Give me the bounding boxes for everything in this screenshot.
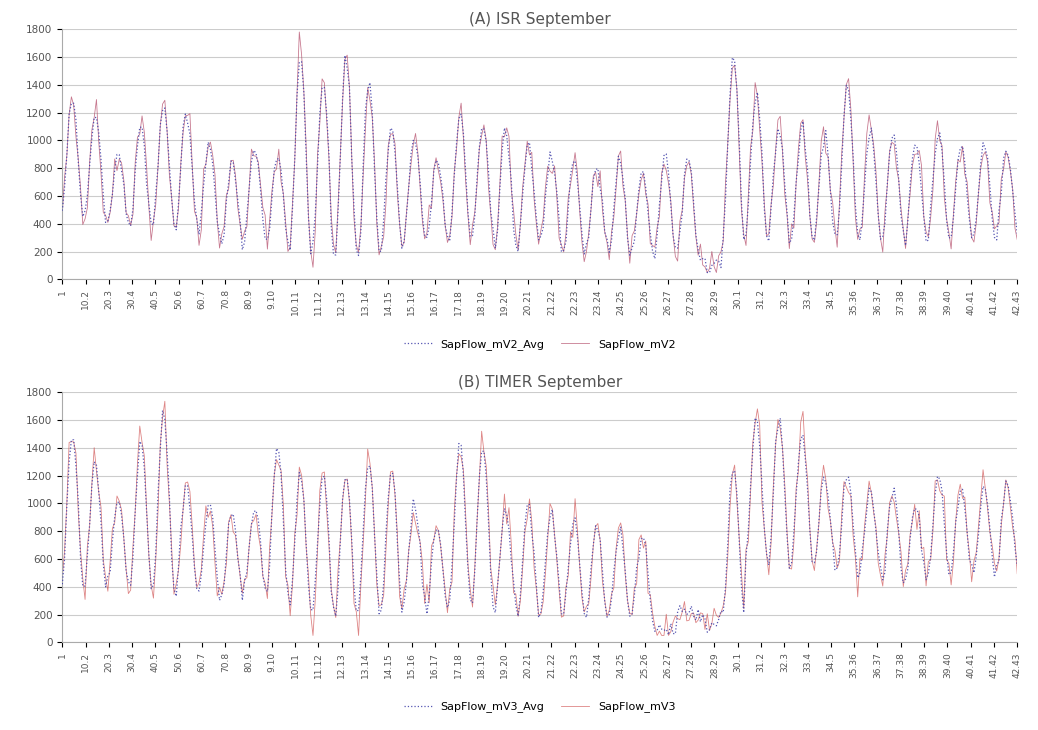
Title: (A) ISR September: (A) ISR September bbox=[469, 12, 610, 26]
Line: SapFlow_mV3_Avg: SapFlow_mV3_Avg bbox=[62, 410, 1017, 635]
SapFlow_mV3 bbox=[532, 611, 545, 620]
SapFlow_mV2_Avg bbox=[975, 158, 987, 167]
SapFlow_mV3 bbox=[847, 531, 859, 540]
SapFlow_mV3_Avg bbox=[530, 581, 543, 590]
SapFlow_mV2 bbox=[485, 210, 497, 218]
SapFlow_mV3 bbox=[307, 631, 320, 639]
SapFlow_mV3 bbox=[159, 397, 171, 406]
SapFlow_mV3_Avg bbox=[1011, 561, 1023, 570]
SapFlow_mV2 bbox=[530, 219, 543, 228]
SapFlow_mV2_Avg bbox=[1011, 229, 1023, 238]
SapFlow_mV2_Avg bbox=[485, 207, 497, 216]
SapFlow_mV3 bbox=[56, 574, 69, 583]
Legend: SapFlow_mV3_Avg, SapFlow_mV3: SapFlow_mV3_Avg, SapFlow_mV3 bbox=[400, 697, 680, 717]
SapFlow_mV2 bbox=[701, 268, 713, 277]
SapFlow_mV2_Avg bbox=[378, 215, 390, 224]
SapFlow_mV3_Avg bbox=[88, 458, 101, 466]
SapFlow_mV3_Avg bbox=[157, 406, 169, 415]
SapFlow_mV2_Avg bbox=[88, 113, 101, 122]
SapFlow_mV2_Avg bbox=[56, 207, 69, 215]
SapFlow_mV3_Avg bbox=[847, 520, 859, 529]
Title: (B) TIMER September: (B) TIMER September bbox=[458, 374, 622, 390]
SapFlow_mV3 bbox=[975, 493, 987, 502]
SapFlow_mV2 bbox=[293, 28, 305, 36]
SapFlow_mV2_Avg bbox=[530, 214, 543, 223]
SapFlow_mV3_Avg bbox=[378, 579, 390, 588]
SapFlow_mV2 bbox=[88, 113, 101, 122]
SapFlow_mV2 bbox=[56, 210, 69, 218]
SapFlow_mV3_Avg bbox=[662, 631, 675, 639]
Line: SapFlow_mV3: SapFlow_mV3 bbox=[62, 402, 1017, 635]
SapFlow_mV3 bbox=[380, 546, 392, 555]
SapFlow_mV3_Avg bbox=[56, 580, 69, 588]
SapFlow_mV2_Avg bbox=[847, 152, 859, 161]
SapFlow_mV3_Avg bbox=[485, 569, 497, 578]
Line: SapFlow_mV2_Avg: SapFlow_mV2_Avg bbox=[62, 55, 1017, 272]
SapFlow_mV2 bbox=[975, 164, 987, 172]
SapFlow_mV2_Avg bbox=[338, 51, 351, 60]
SapFlow_mV3_Avg bbox=[975, 502, 987, 511]
SapFlow_mV2 bbox=[847, 157, 859, 166]
SapFlow_mV2 bbox=[378, 233, 390, 242]
SapFlow_mV2 bbox=[1011, 235, 1023, 244]
SapFlow_mV2_Avg bbox=[701, 268, 713, 277]
SapFlow_mV3 bbox=[487, 581, 499, 590]
Legend: SapFlow_mV2_Avg, SapFlow_mV2: SapFlow_mV2_Avg, SapFlow_mV2 bbox=[400, 334, 680, 354]
Line: SapFlow_mV2: SapFlow_mV2 bbox=[62, 32, 1017, 272]
SapFlow_mV3 bbox=[1011, 569, 1023, 578]
SapFlow_mV3 bbox=[88, 443, 101, 452]
